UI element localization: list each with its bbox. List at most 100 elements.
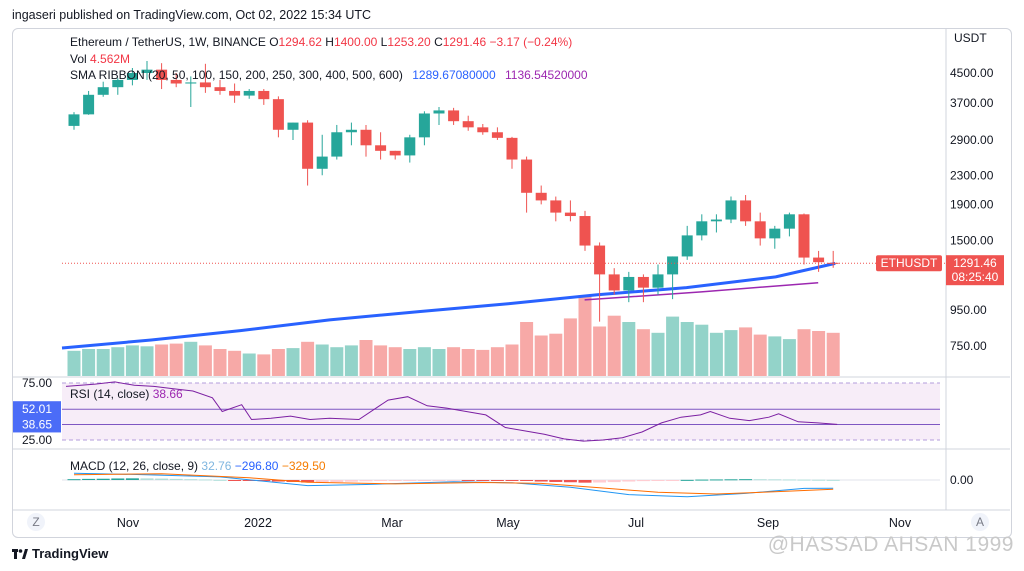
- sma-value-1: 1289.67080000: [412, 68, 496, 82]
- macd-histogram-bar: [753, 479, 767, 481]
- price-tick-label: 2300.00: [950, 168, 994, 182]
- macd-histogram-bar: [301, 480, 315, 483]
- legend-sma: SMA RIBBON (20, 50, 100, 150, 200, 250, …: [70, 67, 588, 83]
- candle-body: [316, 156, 328, 169]
- change-value: −3.17 (−0.24%): [489, 35, 573, 49]
- candle-body: [754, 221, 766, 239]
- candle-body: [258, 90, 270, 100]
- volume-bar: [432, 349, 446, 376]
- ohlc-key-o: O: [269, 35, 279, 49]
- rsi-line: [65, 381, 838, 442]
- price-tag-bg: [946, 255, 1004, 286]
- candle-body: [68, 114, 80, 126]
- volume-bar: [607, 315, 621, 376]
- volume-bar: [257, 354, 271, 376]
- candle-body: [594, 245, 606, 275]
- rsi-axis-high: 75.00: [22, 376, 52, 390]
- macd-histogram-bar: [82, 478, 96, 480]
- volume-bar: [213, 349, 227, 376]
- symbol-title[interactable]: Ethereum / TetherUS, 1W, BINANCE: [70, 35, 266, 49]
- volume-label[interactable]: Vol: [70, 52, 87, 66]
- candle-body: [214, 87, 226, 91]
- x-axis-label: Jul: [628, 516, 644, 530]
- candle-body: [564, 212, 576, 217]
- macd-histogram-bar: [169, 478, 183, 480]
- macd-histogram-bar: [403, 480, 417, 481]
- volume-bar: [593, 326, 607, 376]
- rsi-label[interactable]: RSI (14, close): [70, 387, 150, 401]
- volume-bar: [140, 346, 154, 376]
- macd-histogram-bar: [695, 479, 709, 481]
- last-price-tag: 1291.46: [953, 256, 997, 270]
- candle-body: [667, 256, 679, 275]
- macd-histogram-bar: [388, 480, 402, 481]
- timezone-button-label: Z: [32, 515, 39, 529]
- legend-volume: Vol 4.562M: [70, 51, 130, 67]
- candle-body: [112, 79, 124, 88]
- candle-body: [360, 129, 372, 146]
- candle-body: [740, 200, 752, 222]
- macd-histogram-bar: [271, 480, 285, 482]
- macd-signal-line: [73, 473, 834, 495]
- price-tick-label: 2900.00: [950, 133, 994, 147]
- macd-histogram-bar: [607, 480, 621, 483]
- volume-bar: [403, 349, 417, 376]
- macd-histogram-bar: [67, 479, 81, 481]
- volume-bar: [651, 332, 665, 376]
- volume-bar: [417, 347, 431, 376]
- candle-body: [156, 69, 168, 80]
- rsi-tag-2: 38.65: [22, 417, 52, 431]
- price-tick-label: 750.00: [950, 339, 987, 353]
- candle-body: [652, 274, 664, 288]
- macd-histogram-bar: [666, 480, 680, 481]
- volume-bar: [797, 329, 811, 376]
- candle-body: [345, 129, 357, 133]
- macd-histogram-bar: [651, 480, 665, 481]
- symbol-tag-bg: [876, 255, 942, 272]
- candle-body: [550, 200, 562, 213]
- macd-histogram-bar: [417, 480, 431, 481]
- macd-histogram-bar: [826, 479, 840, 481]
- volume-bar: [388, 347, 402, 376]
- candle-body: [506, 137, 518, 160]
- macd-histogram-bar: [374, 480, 388, 481]
- signal-value: −329.50: [281, 459, 326, 473]
- ohlc-value-l: 1253.20: [387, 35, 431, 49]
- macd-histogram-bar: [563, 480, 577, 483]
- ohlc-key-h: H: [321, 35, 334, 49]
- volume-bar: [169, 343, 183, 376]
- macd-label[interactable]: MACD (12, 26, close, 9): [70, 459, 199, 473]
- legend-rsi: RSI (14, close) 38.66: [70, 386, 183, 402]
- macd-histogram-bar: [490, 480, 504, 481]
- ohlc-values: O1294.62 H1400.00 L1253.20 C1291.46: [269, 35, 486, 49]
- candle-body: [243, 90, 255, 96]
- macd-histogram-bar: [739, 479, 753, 481]
- sma-ribbon-slow-line: [584, 281, 819, 301]
- candle-body: [185, 82, 197, 84]
- candle-body: [418, 113, 430, 138]
- macd-histogram-bar: [797, 479, 811, 481]
- volume-bar: [271, 349, 285, 376]
- volume-bar: [111, 347, 125, 376]
- volume-bar: [549, 333, 563, 376]
- sma-label[interactable]: SMA RIBBON (20, 50, 100, 150, 200, 250, …: [70, 68, 403, 82]
- x-axis-label: Sep: [757, 516, 779, 530]
- volume-bar: [301, 341, 315, 376]
- macd-histogram-bar: [520, 480, 534, 481]
- candle-body: [229, 90, 241, 96]
- sma-value-2: 1136.54520000: [505, 68, 588, 82]
- price-tick-label: 1500.00: [950, 233, 994, 247]
- volume-bar: [461, 349, 475, 376]
- macd-histogram-bar: [125, 478, 139, 480]
- candle-body: [141, 69, 153, 73]
- tradingview-logo[interactable]: TradingView: [12, 546, 108, 561]
- macd-histogram-bar: [330, 480, 344, 483]
- candle-body: [608, 274, 620, 291]
- macd-histogram-bar: [636, 480, 650, 482]
- legend-macd: MACD (12, 26, close, 9) 32.76 −296.80 −3…: [70, 458, 326, 474]
- volume-bar: [782, 339, 796, 376]
- price-tick-label: 1900.00: [950, 197, 994, 211]
- rsi-axis-low: 25.00: [22, 433, 52, 447]
- rsi-band: [62, 383, 940, 440]
